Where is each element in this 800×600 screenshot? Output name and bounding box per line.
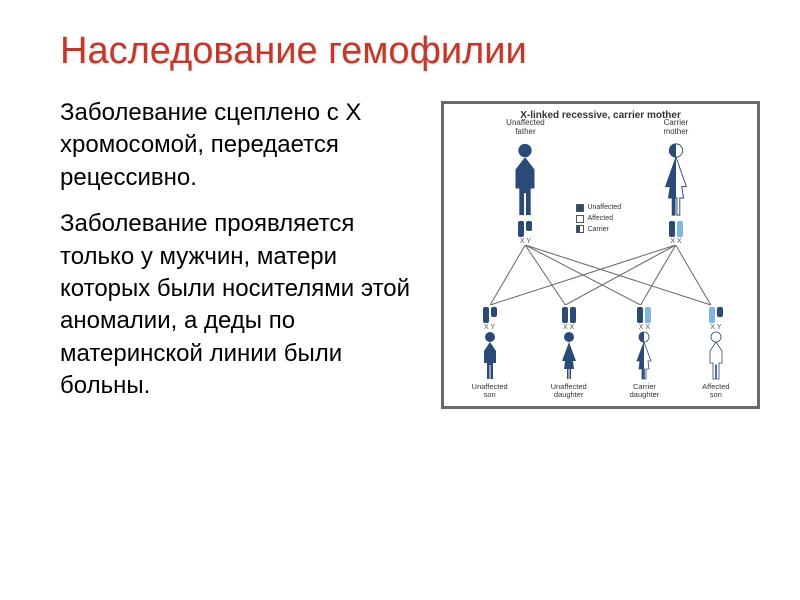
figure-frame: X-linked recessive, carrier mother Unaff…: [441, 101, 760, 409]
father-silhouette: [506, 139, 544, 219]
father-chromo: [518, 221, 532, 237]
child-4-silhouette: [704, 331, 728, 381]
child-1-silhouette: [478, 331, 502, 381]
legend-affected: Affected: [576, 214, 621, 224]
child-4-label: Affectedson: [702, 383, 729, 400]
father-xy: X Y: [520, 238, 531, 245]
inheritance-figure: X-linked recessive, carrier mother Unaff…: [450, 110, 751, 400]
inheritance-lines: [450, 245, 751, 305]
content-row: Заболевание сцеплено с Х хромосомой, пер…: [40, 97, 760, 417]
child-3-chromo: [637, 307, 651, 323]
paragraph-2: Заболевание проявляется только у мужчин,…: [60, 208, 421, 402]
child-1-xy: X Y: [484, 324, 495, 331]
slide-title: Наследование гемофилии: [60, 30, 760, 73]
legend-carrier: Carrier: [576, 225, 621, 235]
child-4-xy: X Y: [710, 324, 721, 331]
slide: Наследование гемофилии Заболевание сцепл…: [0, 0, 800, 600]
child-1: X Y Unaffectedson: [472, 305, 508, 400]
text-block: Заболевание сцеплено с Х хромосомой, пер…: [40, 97, 421, 417]
mother-chromo: [669, 221, 683, 237]
child-4-chromo: [709, 307, 723, 323]
child-3-silhouette: [632, 331, 656, 381]
parents-row: Unaffectedfather X Y: [450, 125, 751, 245]
child-2: X X Unaffecteddaughter: [551, 305, 587, 400]
legend-unaffected: Unaffected: [576, 203, 621, 213]
child-1-label: Unaffectedson: [472, 383, 508, 400]
child-2-xy: X X: [563, 324, 574, 331]
children-row: X Y Unaffectedson X X: [450, 305, 751, 400]
mother-label: Carriermother: [663, 119, 688, 137]
legend-unaffected-label: Unaffected: [587, 203, 621, 213]
child-4: X Y Affectedson: [702, 305, 729, 400]
child-1-chromo: [483, 307, 497, 323]
paragraph-1: Заболевание сцеплено с Х хромосомой, пер…: [60, 97, 421, 194]
child-3-label: Carrierdaughter: [630, 383, 660, 400]
child-3: X X Carrierdaughter: [630, 305, 660, 400]
legend-carrier-label: Carrier: [587, 225, 608, 235]
child-3-xy: X X: [639, 324, 650, 331]
father: Unaffectedfather X Y: [506, 119, 545, 245]
legend-affected-label: Affected: [587, 214, 613, 224]
figure-title: X-linked recessive, carrier mother: [450, 110, 751, 121]
child-2-silhouette: [557, 331, 581, 381]
child-2-chromo: [562, 307, 576, 323]
mother-xy: X X: [670, 238, 681, 245]
child-2-label: Unaffecteddaughter: [551, 383, 587, 400]
father-label: Unaffectedfather: [506, 119, 545, 137]
mother-silhouette: [657, 139, 695, 219]
legend: Unaffected Affected Carrier: [576, 203, 621, 235]
mother: Carriermother: [657, 119, 695, 245]
